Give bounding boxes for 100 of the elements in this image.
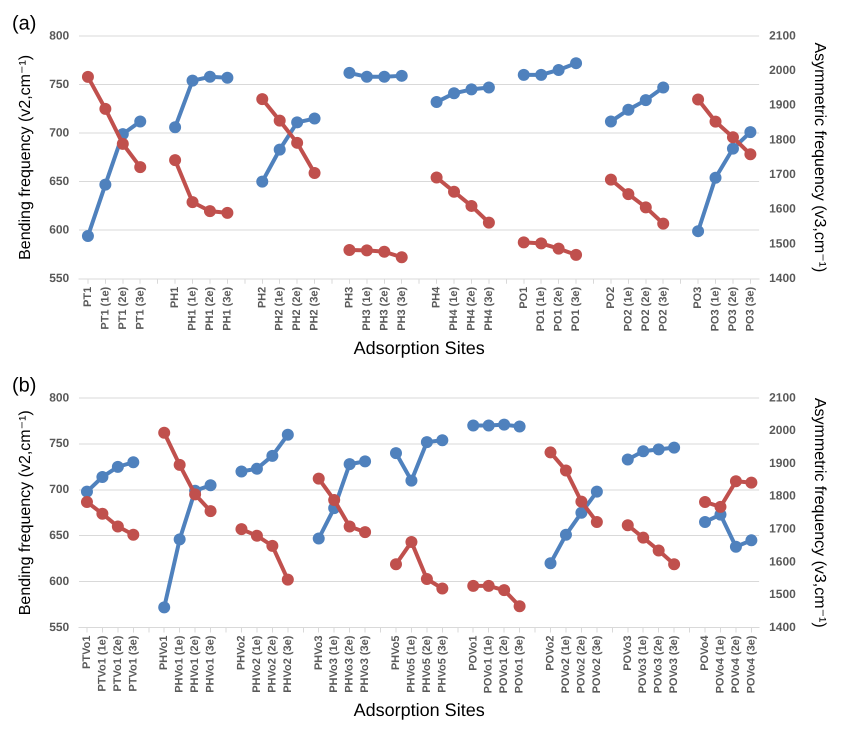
point [590, 486, 603, 498]
point [344, 458, 356, 470]
x-tick-label: POVo3 (3e) [668, 635, 680, 694]
x-tick-label: PHVo1 (3e) [204, 635, 217, 693]
point [169, 121, 182, 134]
x-tick-label: PT1 (2e) [116, 286, 129, 330]
point [96, 508, 108, 520]
x-tick-label: POVo4 (1e) [714, 635, 727, 694]
point [570, 248, 582, 261]
x-tick-label: PH3 (3e) [396, 286, 408, 331]
x-tick-label: PH1 (2e) [204, 286, 216, 331]
x-tick-label: PHVo3 (3e) [359, 635, 372, 693]
point [96, 470, 108, 483]
x-tick-label: POVo4 [699, 634, 712, 671]
x-tick-label: PHVo5 (3e) [436, 635, 448, 693]
y-axis-title: Bending frequency (v2,cm⁻¹) [17, 54, 34, 260]
point [657, 81, 670, 94]
x-tick-label: POVo3 [622, 636, 634, 671]
point [405, 536, 418, 548]
y2-tick-label: 1800 [769, 488, 796, 503]
point [158, 601, 170, 614]
point [482, 580, 495, 592]
point [465, 200, 478, 212]
point [282, 428, 294, 441]
point [291, 116, 304, 128]
point [622, 104, 634, 116]
point [640, 94, 652, 106]
point [482, 81, 495, 94]
x-tick-label: PH1 (1e) [186, 286, 199, 331]
point [726, 131, 739, 144]
x-tick-label: POVo1 (2e) [498, 635, 510, 694]
point [359, 526, 372, 538]
point [282, 574, 294, 586]
x-tick-label: PH2 (3e) [308, 286, 321, 331]
x-tick-label: PH3 (2e) [378, 286, 390, 331]
point [396, 251, 408, 264]
point [221, 206, 234, 219]
x-tick-label: PHVo3 [312, 636, 325, 670]
y-tick-label: 750 [49, 76, 70, 91]
x-tick-label: PHVo2 [236, 636, 248, 670]
x-tick-label: PO1 (1e) [535, 286, 548, 332]
point [204, 205, 216, 218]
chart-title: (a) [12, 12, 36, 35]
x-tick-label: POVo2 [544, 636, 557, 671]
x-tick-label: PHVo1 [158, 636, 170, 670]
point [622, 519, 634, 532]
point [692, 225, 704, 238]
y2-tick-label: 1500 [769, 587, 796, 602]
x-tick-label: PTVo1 (2e) [112, 635, 124, 692]
point [127, 528, 140, 541]
point [560, 464, 572, 476]
point [637, 445, 650, 458]
y2-tick-label: 1400 [769, 271, 796, 286]
x-tick-label: PH4 (2e) [465, 286, 478, 331]
y-tick-label: 700 [49, 482, 70, 496]
point [448, 186, 460, 198]
x-tick-label: PO2 (2e) [640, 286, 652, 332]
point [204, 70, 216, 83]
x-axis-title: Adsorption Sites [354, 338, 485, 358]
point [127, 456, 140, 468]
x-tick-label: POVo2 (3e) [590, 635, 603, 694]
point [730, 540, 742, 553]
x-tick-label: PHVo5 [390, 636, 402, 670]
point [514, 420, 526, 432]
y-axis-title: Bending frequency (v2,cm⁻¹) [17, 410, 34, 616]
y-tick-label: 600 [49, 222, 70, 237]
point [467, 580, 480, 592]
point [518, 68, 530, 81]
point [699, 516, 712, 528]
x-tick-label: POVo1 (3e) [514, 635, 526, 694]
y-tick-label: 650 [49, 174, 70, 188]
y-tick-label: 600 [49, 574, 70, 588]
point [80, 486, 93, 498]
point [378, 246, 390, 258]
point [745, 534, 758, 546]
y2-tick-label: 1600 [769, 202, 796, 216]
point [99, 178, 112, 191]
point [430, 172, 443, 184]
point [482, 216, 495, 229]
x-tick-label: PT1 (3e) [134, 286, 146, 330]
x-tick-label: PT1 [82, 286, 94, 307]
x-tick-label: PTVo1 (3e) [127, 635, 140, 692]
point [668, 442, 680, 454]
x-tick-label: PO3 [692, 286, 704, 309]
point [291, 136, 304, 149]
point [344, 520, 356, 533]
point [726, 142, 739, 155]
point [552, 64, 565, 76]
point [112, 520, 124, 533]
point [405, 474, 418, 487]
point [744, 126, 756, 138]
x-tick-label: PO2 (3e) [657, 286, 670, 332]
x-tick-label: PHVo2 (3e) [282, 635, 294, 693]
x-tick-label: POVo3 (1e) [637, 635, 650, 694]
point [169, 154, 182, 166]
point [174, 458, 186, 471]
x-tick-label: PO3 (1e) [710, 286, 722, 332]
point [544, 557, 557, 570]
x-tick-label: POVo2 (2e) [575, 635, 588, 694]
point [186, 74, 199, 87]
